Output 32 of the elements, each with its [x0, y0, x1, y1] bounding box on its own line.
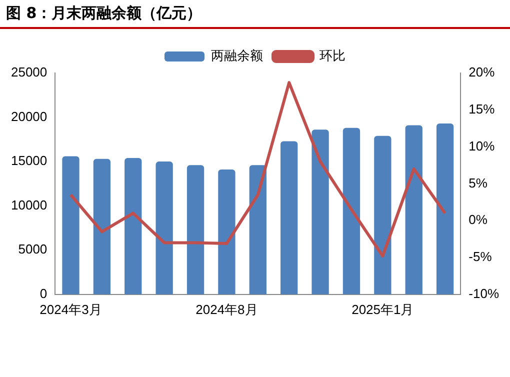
legend-label: 环比 — [320, 48, 346, 64]
y2-tick-label: 20% — [468, 64, 496, 80]
x-tick-label: 2024年8月 — [196, 302, 258, 317]
bar — [374, 136, 392, 294]
x-tick-label: 2025年1月 — [352, 302, 414, 317]
y-tick-label: 5000 — [18, 242, 48, 257]
y2-tick-label: -10% — [468, 286, 500, 301]
bar — [405, 125, 422, 294]
y-tick-label: 10000 — [10, 197, 48, 212]
bar — [342, 128, 360, 294]
y-tick-label: 25000 — [10, 64, 48, 80]
y2-tick-label: 10% — [468, 138, 496, 154]
x-tick-label: 2024年3月 — [40, 302, 102, 317]
y2-tick-label: 5% — [468, 175, 488, 190]
chart-title: 图 8：月末两融余额（亿元） — [6, 4, 202, 23]
y2-tick-label: -5% — [468, 249, 492, 264]
bar — [156, 162, 173, 294]
bar — [436, 123, 454, 294]
y-tick-label: 0 — [40, 286, 48, 301]
legend-label: 两融余额 — [211, 48, 263, 64]
bar — [249, 165, 266, 294]
y-tick-label: 15000 — [10, 153, 48, 168]
bar — [124, 158, 142, 294]
bar — [218, 170, 236, 294]
y-tick-label: 20000 — [10, 108, 48, 124]
bar — [93, 158, 111, 294]
y2-tick-label: 15% — [468, 101, 496, 116]
bar — [62, 156, 80, 294]
bar — [280, 141, 298, 294]
bar — [186, 165, 204, 294]
y2-tick-label: 0% — [468, 212, 488, 228]
bar — [312, 130, 329, 294]
